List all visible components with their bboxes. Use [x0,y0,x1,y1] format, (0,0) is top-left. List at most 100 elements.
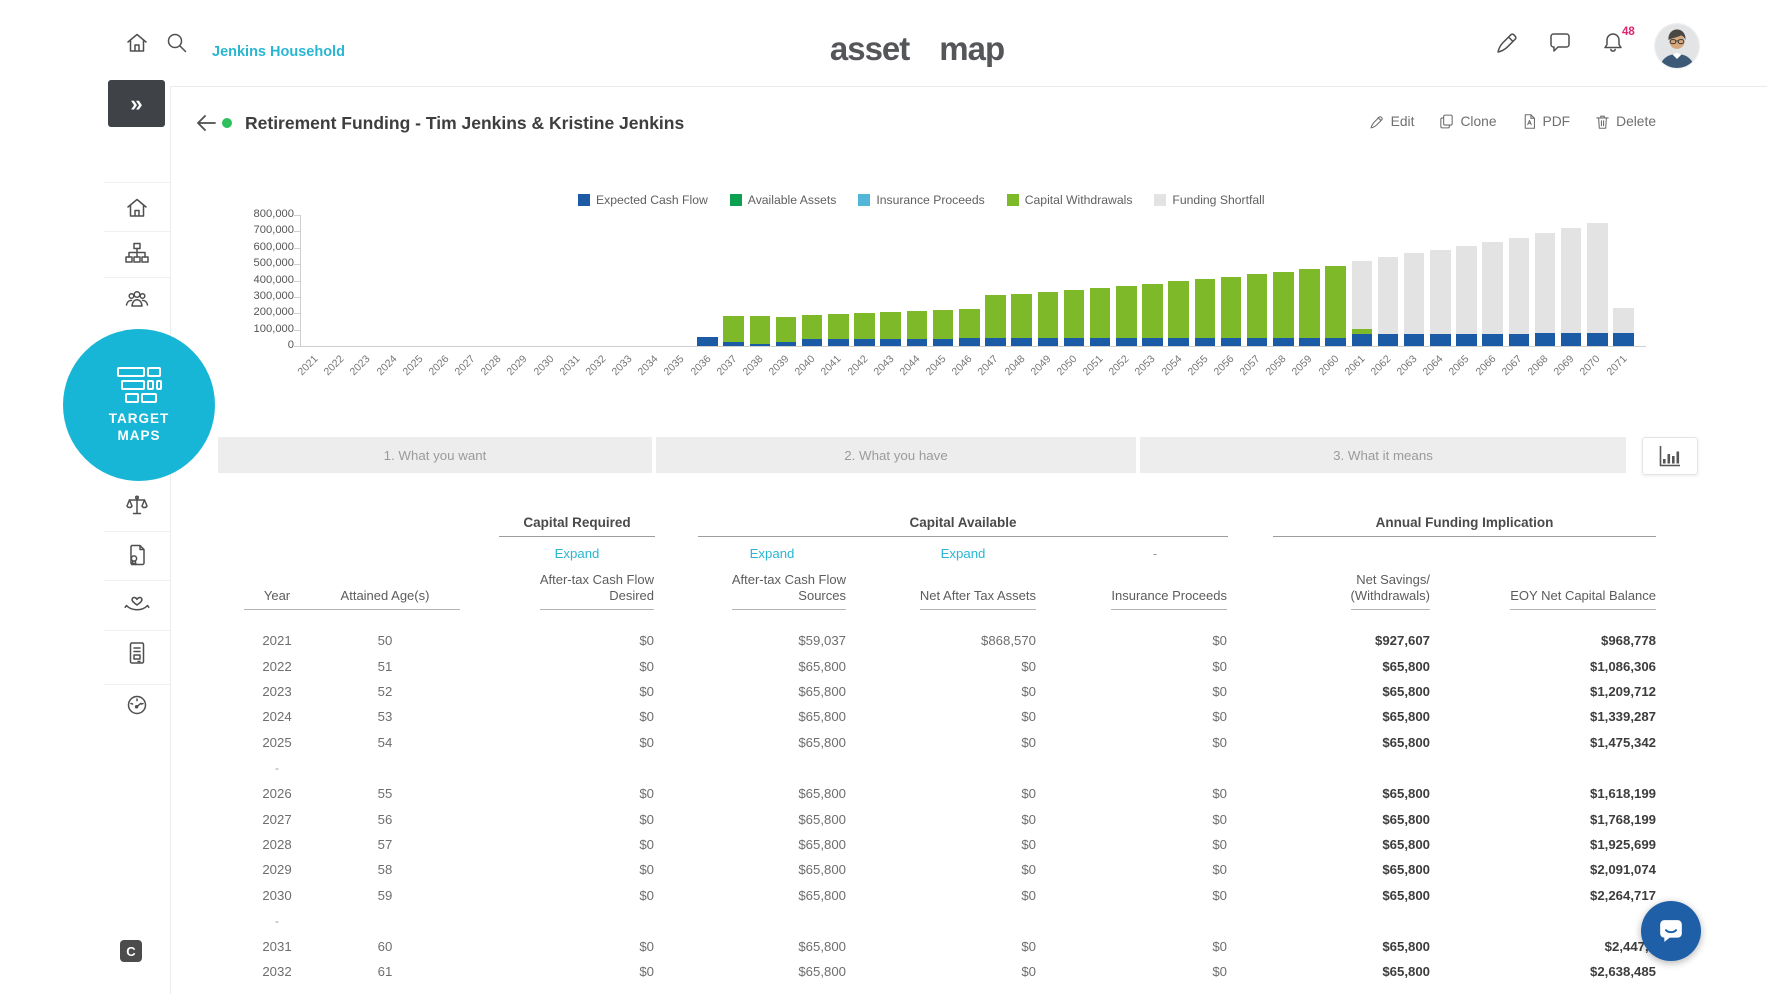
bar-segment-2053 [1142,284,1163,339]
back-button[interactable] [194,110,220,141]
cell: $0 [639,887,654,903]
bar-segment-2059 [1299,337,1320,346]
cell: 53 [377,709,393,725]
legend-item[interactable]: Funding Shortfall [1154,193,1265,207]
clone-button[interactable]: Clone [1438,113,1497,130]
table-row-2030: 2030 59 $0 $65,800 $0 $0 $65,800 $2,264,717 [244,883,1656,908]
cell: $59,037 [798,633,846,649]
bar-segment-2042 [854,338,875,346]
target-maps-label-2: MAPS [117,427,161,443]
cell: $0 [639,734,654,750]
bar-segment-2059 [1299,268,1320,338]
legend-item[interactable]: Capital Withdrawals [1006,193,1133,207]
table-body: 2021 50 $0 $59,037 $868,570 $0 $927,607 $968,77… [244,628,1656,985]
bar-segment-2065 [1456,333,1477,346]
legend-item[interactable]: Insurance Proceeds [858,193,985,207]
cell: $1,925,699 [1589,836,1656,852]
cell: $2,638,485 [1589,964,1656,980]
bar-segment-2061 [1351,334,1373,346]
tab-what-it-means[interactable]: 3. What it means [1140,437,1626,473]
cell: $0 [1021,862,1036,878]
y-tick-label: 400,000 [253,273,294,286]
bar-segment-2047 [985,338,1006,346]
cell: $0 [1212,887,1227,903]
cell: $65,800 [798,811,846,827]
cell: $0 [639,709,654,725]
bar-segment-2049 [1037,338,1058,346]
bar-segment-2061 [1351,260,1373,330]
cell: 60 [377,939,393,955]
pdf-button[interactable]: PDF [1521,113,1570,130]
household-link[interactable]: Jenkins Household [212,44,345,60]
table-row-2026: 2026 55 $0 $65,800 $0 $0 $65,800 $1,618,199 [244,781,1656,806]
pen-icon[interactable] [1494,30,1520,61]
cell: $65,800 [798,836,846,852]
bar-segment-2068 [1534,233,1556,334]
expand-link-capital-required[interactable]: Expand [554,546,600,561]
legend-item[interactable]: Available Assets [729,193,836,207]
bar-segment-2038 [749,343,771,346]
chart-legend: Expected Cash Flow Available Assets Insura… [578,193,1265,207]
bar-segment-2048 [1011,338,1032,346]
edit-button[interactable]: Edit [1369,113,1414,130]
bar-segment-2068 [1534,333,1556,346]
cell: $0 [1212,683,1227,699]
legend-label: Capital Withdrawals [1024,193,1133,207]
y-tick-label: 300,000 [253,289,294,302]
legend-item[interactable]: Expected Cash Flow [578,193,708,207]
avatar[interactable] [1655,24,1699,68]
bar-segment-2071 [1613,308,1634,334]
chart-view-button[interactable] [1642,437,1698,475]
target-maps-label-1: TARGET [108,410,170,426]
bar-segment-2069 [1560,333,1582,346]
y-tick-label: 200,000 [253,306,294,319]
cell: $0 [1021,887,1036,903]
bar-segment-2040 [801,315,823,340]
sidebar-collapse-button[interactable]: » [108,80,165,127]
cell: $0 [639,633,654,649]
col-header: Insurance Proceeds [1111,588,1227,610]
logo-text-map: map [939,30,1005,67]
search-icon[interactable] [164,30,190,61]
sidebar-item-gauge[interactable] [104,692,170,718]
bar-segment-2048 [1011,293,1032,339]
cell: $0 [1212,836,1227,852]
target-maps-button[interactable]: TARGET MAPS [63,329,215,481]
cell: 59 [377,887,393,903]
tab-what-you-have[interactable]: 2. What you have [656,437,1136,473]
sidebar-item-home[interactable] [104,195,170,221]
sidebar-item-policies[interactable] [104,542,170,568]
cell: $0 [1021,786,1036,802]
cell: $0 [1021,683,1036,699]
cell: $0 [1212,964,1227,980]
sidebar-item-hierarchy[interactable] [104,240,170,266]
sidebar-item-clients[interactable] [104,286,170,312]
c-badge[interactable]: C [120,940,142,962]
chat-icon[interactable] [1547,30,1573,61]
sidebar-item-balance[interactable] [104,493,170,519]
bar-segment-2058 [1273,337,1294,346]
bell-icon[interactable] [1600,30,1626,61]
sidebar-item-assetmap-logo[interactable] [104,138,170,164]
table-row-2032: 2032 61 $0 $65,800 $0 $0 $65,800 $2,638,485 [244,959,1656,984]
bar-segment-2056 [1220,276,1242,338]
tab-what-you-want[interactable]: 1. What you want [218,437,652,473]
expand-link-net-assets[interactable]: Expand [940,546,986,561]
cell: $65,800 [1382,964,1430,980]
sidebar-item-care[interactable] [104,590,170,616]
home-icon[interactable] [124,30,150,61]
delete-button[interactable]: Delete [1594,113,1656,130]
sidebar-item-reports[interactable] [104,640,170,666]
bar-segment-2042 [854,313,875,339]
bar-segment-2037 [723,341,744,346]
gauge-icon [127,695,147,715]
cell: $0 [1212,709,1227,725]
cell: $65,800 [1382,862,1430,878]
cell: $0 [1021,964,1036,980]
table-separator-row: - [275,913,279,928]
table-row-2031: 2031 60 $0 $65,800 $0 $0 $65,800 $2,447,0 [244,934,1656,959]
chat-widget-button[interactable] [1641,901,1701,961]
cell: 2023 [262,683,292,699]
expand-link-cash-flow-sources[interactable]: Expand [749,546,795,561]
col-header: After-tax Cash Flow Sources [731,572,846,610]
